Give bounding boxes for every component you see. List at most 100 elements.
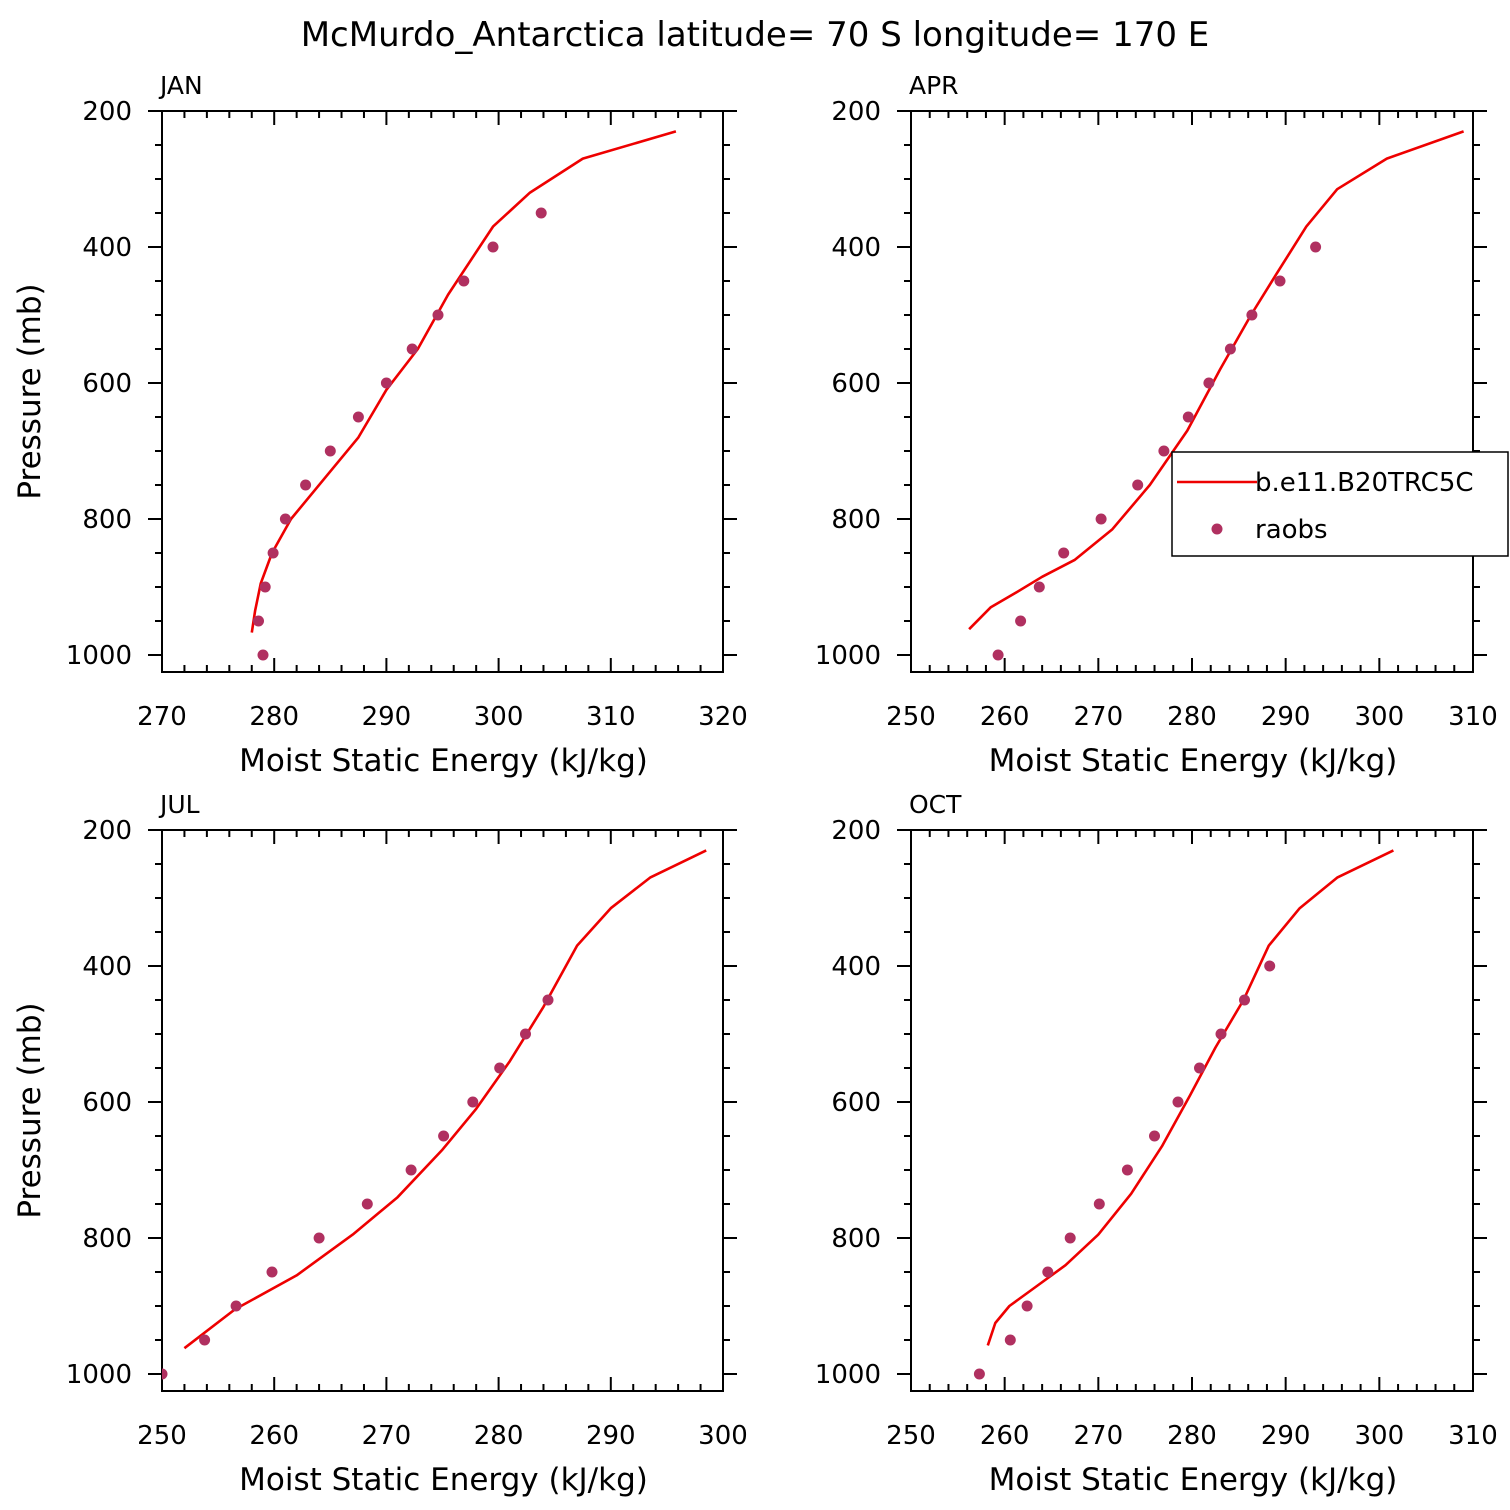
x-tick-label: 280 [1167, 702, 1217, 732]
data-point-raobs [1093, 1198, 1105, 1210]
data-point-raobs [1149, 1130, 1160, 1142]
plot-frame [910, 110, 1474, 673]
panel-jan: JAN 270 280 290 300 310 320 200 400 600 800 1000 Moi… [12, 71, 748, 779]
data-point-raobs [324, 445, 336, 457]
data-point-raobs [487, 241, 499, 253]
data-point-raobs [1203, 377, 1215, 389]
y-tick-label: 1000 [815, 1360, 881, 1390]
data-point-raobs [432, 309, 444, 321]
legend-label: b.e11.B20TRC5C [1255, 468, 1474, 498]
y-tick-label: 800 [831, 1224, 881, 1254]
x-tick-label: 250 [137, 1421, 187, 1451]
x-tick-label: 300 [698, 1421, 748, 1451]
data-point-raobs [300, 479, 312, 491]
y-tick-label: 200 [82, 97, 132, 127]
y-tick-label: 1000 [66, 1360, 132, 1390]
y-tick-label: 400 [831, 952, 881, 982]
data-point-raobs [267, 547, 279, 559]
panel-oct: OCT 250 260 270 280 290 300 310 200 400 600 800 1000… [815, 790, 1498, 1498]
data-point-raobs [1033, 581, 1045, 593]
legend-label: raobs [1255, 515, 1328, 545]
y-axis-label: Pressure (mb) [12, 283, 48, 499]
data-point-raobs [1194, 1062, 1205, 1074]
data-point-raobs [467, 1096, 479, 1108]
x-tick-label: 270 [1074, 702, 1124, 732]
plot-area [968, 130, 1465, 661]
x-tick-label: 320 [698, 702, 748, 732]
plot-frame [910, 829, 1474, 1392]
data-point-raobs [520, 1028, 531, 1040]
y-tick-label: 1000 [815, 641, 881, 671]
data-point-raobs [1132, 479, 1144, 491]
data-point-raobs [1121, 1164, 1133, 1176]
data-point-raobs [253, 615, 264, 627]
x-tick-label: 290 [1261, 1421, 1311, 1451]
data-point-raobs [458, 275, 470, 287]
data-point-raobs [352, 411, 364, 423]
data-point-raobs [1215, 1028, 1227, 1040]
data-point-raobs [1004, 1334, 1016, 1346]
panel-apr: APR 250 260 270 280 290 300 310 200 400 600 800 1000… [815, 71, 1498, 779]
x-tick-label: 250 [886, 1421, 936, 1451]
panel-label: OCT [909, 790, 962, 819]
x-tick-label: 270 [362, 1421, 412, 1451]
x-tick-label: 260 [980, 1421, 1030, 1451]
x-axis-label: Moist Static Energy (kJ/kg) [239, 743, 648, 779]
data-point-raobs [406, 343, 418, 355]
data-point-raobs [535, 207, 547, 219]
x-axis-label: Moist Static Energy (kJ/kg) [989, 1462, 1398, 1498]
data-point-raobs [259, 581, 271, 593]
y-tick-label: 200 [831, 97, 881, 127]
panel-label: JUL [158, 790, 200, 819]
y-tick-label: 600 [831, 1088, 881, 1118]
y-tick-label: 600 [82, 369, 132, 399]
x-tick-label: 280 [474, 1421, 524, 1451]
data-point-raobs [380, 377, 392, 389]
data-point-raobs [973, 1368, 985, 1380]
figure-title: McMurdo_Antarctica latitude= 70 S longit… [301, 15, 1210, 55]
x-tick-label: 260 [249, 1421, 299, 1451]
x-tick-label: 300 [474, 702, 524, 732]
x-tick-label: 250 [886, 702, 936, 732]
x-tick-label: 310 [1448, 702, 1498, 732]
y-tick-label: 200 [831, 816, 881, 846]
y-tick-label: 800 [82, 505, 132, 535]
data-point-raobs [1264, 960, 1276, 972]
y-tick-label: 400 [82, 952, 132, 982]
data-point-raobs [1095, 513, 1107, 525]
x-tick-label: 260 [980, 702, 1030, 732]
data-point-raobs [1182, 411, 1194, 423]
data-point-raobs [494, 1062, 506, 1074]
data-point-raobs [1015, 615, 1027, 627]
y-tick-label: 600 [82, 1088, 132, 1118]
data-point-raobs [1274, 275, 1286, 287]
data-point-raobs [1021, 1300, 1033, 1312]
x-axis-label: Moist Static Energy (kJ/kg) [239, 1462, 648, 1498]
x-tick-label: 300 [1355, 1421, 1405, 1451]
y-tick-label: 400 [82, 233, 132, 263]
data-point-raobs [1058, 547, 1070, 559]
data-point-raobs [1239, 994, 1250, 1006]
plot-frame [161, 829, 724, 1392]
data-point-raobs [1064, 1232, 1076, 1244]
data-point-raobs [438, 1130, 450, 1142]
x-tick-label: 310 [586, 702, 636, 732]
panels: JAN 270 280 290 300 310 320 200 400 600 800 1000 Moi… [12, 71, 1498, 1498]
x-tick-label: 290 [362, 702, 412, 732]
data-point-raobs [257, 649, 269, 661]
data-point-raobs [279, 513, 291, 525]
x-tick-label: 270 [137, 702, 187, 732]
data-point-raobs [1246, 309, 1258, 321]
data-point-raobs [1224, 343, 1236, 355]
x-tick-label: 300 [1355, 702, 1405, 732]
y-tick-label: 800 [831, 505, 881, 535]
x-tick-label: 280 [1167, 1421, 1217, 1451]
series-line-model [250, 130, 677, 633]
y-axis-label: Pressure (mb) [12, 1002, 48, 1218]
legend-box [1171, 451, 1509, 557]
plot-frame [161, 110, 724, 673]
x-tick-label: 280 [249, 702, 299, 732]
data-point-raobs [1042, 1266, 1054, 1278]
data-point-raobs [992, 649, 1004, 661]
